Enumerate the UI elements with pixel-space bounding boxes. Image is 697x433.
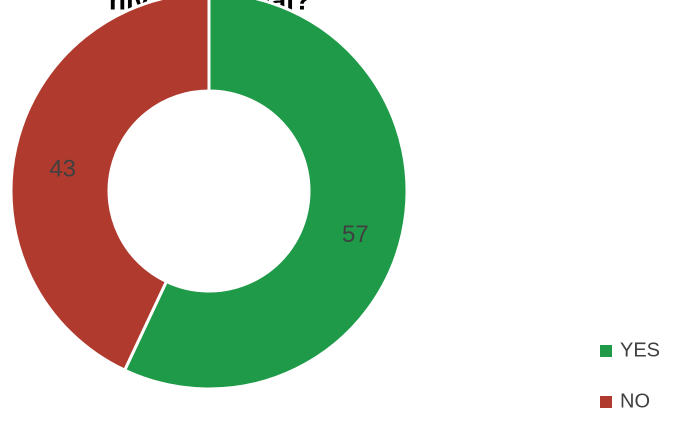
legend-label: NO xyxy=(620,390,650,412)
data-label: 57 xyxy=(342,221,369,248)
legend-swatch xyxy=(600,345,612,357)
donut-segment xyxy=(122,0,409,391)
data-label: 43 xyxy=(49,156,76,183)
legend-label: YES xyxy=(620,339,660,361)
legend-swatch xyxy=(600,396,612,408)
donut-segment xyxy=(9,0,211,373)
